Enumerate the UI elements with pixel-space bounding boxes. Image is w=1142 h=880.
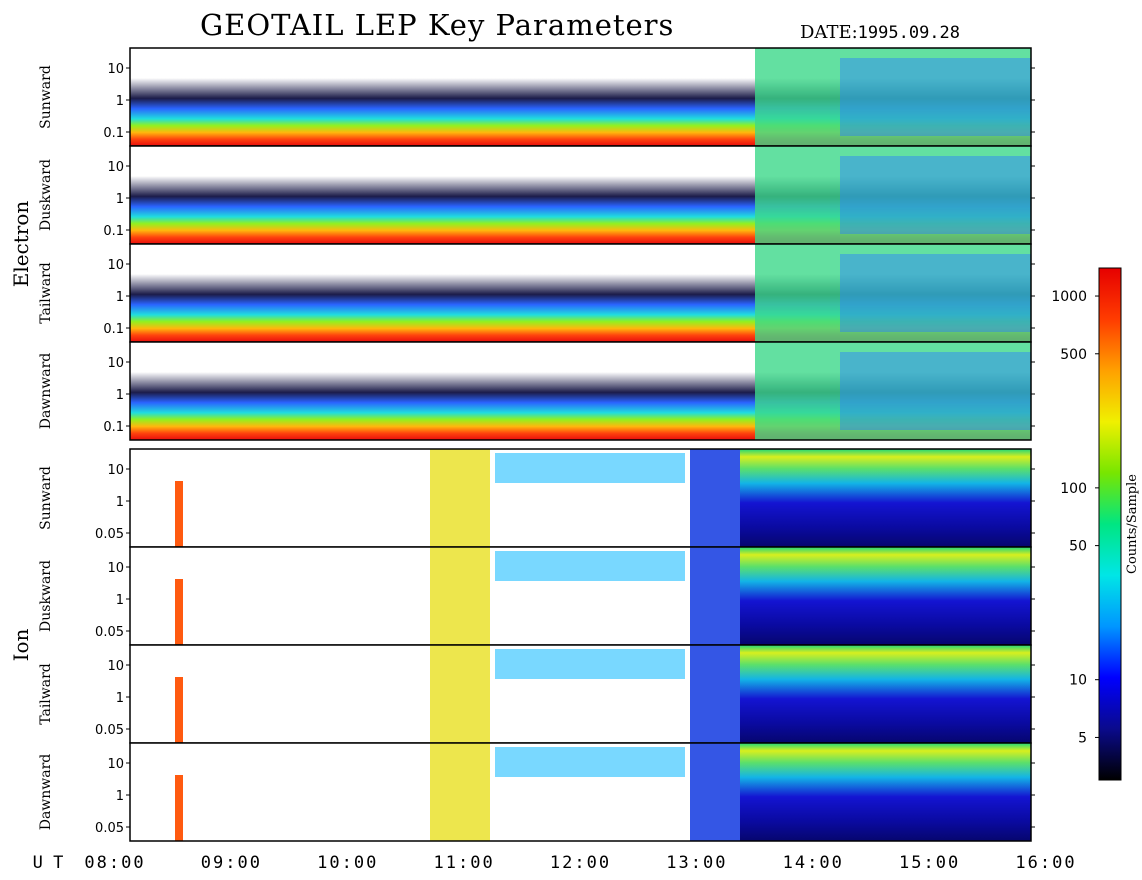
x-tick-label: 12:00 <box>550 853 611 873</box>
y-tick-label: 10 <box>107 160 124 175</box>
colorbar-tick-label: 10 <box>1069 673 1087 689</box>
ion-plasma-sheet <box>740 547 1031 645</box>
ion-high-energy-band <box>495 649 685 679</box>
ion-high-energy-band <box>495 453 685 483</box>
y-tick-label: 1 <box>116 388 124 403</box>
y-tick-label: 0.1 <box>103 126 124 141</box>
colorbar-tick-label: 500 <box>1060 347 1087 363</box>
y-tick-label: 1 <box>116 192 124 207</box>
ion-panel-duskward <box>129 546 1032 646</box>
x-tick-label: 09:00 <box>201 853 262 873</box>
colorbar-label: Counts/Sample <box>1125 474 1140 574</box>
group-label-electron: Electron <box>9 201 33 288</box>
y-tick-label: 10 <box>107 62 124 77</box>
panel-frame <box>129 341 1032 441</box>
y-tick-label: 1 <box>116 691 124 706</box>
x-tick-label: 14:00 <box>783 853 844 873</box>
plasma-sheet-region <box>755 146 1031 244</box>
y-tick-label: 0.05 <box>95 821 124 836</box>
low-density-region <box>840 254 1031 332</box>
x-tick-label: 16:00 <box>1015 853 1076 873</box>
electron-panel-sunward <box>129 47 1032 147</box>
plasma-sheet-region <box>755 48 1031 146</box>
y-tick-label: 0.1 <box>103 322 124 337</box>
ion-panel-sunward <box>129 448 1032 548</box>
panels-layer <box>129 47 1032 842</box>
y-tick-label: 0.05 <box>95 625 124 640</box>
ion-burst-1100 <box>430 645 490 743</box>
date-label: DATE:1995.09.28 <box>800 22 960 43</box>
panel-label-dawnward: Dawnward <box>38 353 54 430</box>
x-tick-label: 13:00 <box>666 853 727 873</box>
ion-burst-1300 <box>690 449 740 547</box>
electron-panel-duskward <box>129 145 1032 245</box>
ion-burst-1100 <box>430 547 490 645</box>
y-tick-label: 10 <box>107 659 124 674</box>
y-tick-label: 10 <box>107 561 124 576</box>
ion-panel-tailward <box>129 644 1032 744</box>
ion-burst-1300 <box>690 743 740 841</box>
y-tick-label: 0.05 <box>95 723 124 738</box>
ion-burst-1300 <box>690 645 740 743</box>
ion-plasma-sheet <box>740 449 1031 547</box>
electron-panel-tailward <box>129 243 1032 343</box>
y-tick-label: 1 <box>116 593 124 608</box>
colorbar-tick-label: 50 <box>1069 539 1087 555</box>
panel-label-duskward: Duskward <box>38 159 54 231</box>
ion-plasma-sheet <box>740 645 1031 743</box>
y-tick-label: 10 <box>107 356 124 371</box>
plasma-sheet-region <box>755 244 1031 342</box>
date-value: 1995.09.28 <box>857 23 961 43</box>
ion-burst-1300 <box>690 547 740 645</box>
y-tick-label: 1 <box>116 290 124 305</box>
panel-label-dawnward: Dawnward <box>38 754 54 831</box>
axes-layer: 10 1 0.1 Sunward 10 1 0.1 Duskward 10 1 0.1 Tailwar… <box>9 62 1076 873</box>
colorbar-layer: 1000 500 100 50 10 5 Counts/Sample <box>1051 267 1140 781</box>
panel-label-sunward: Sunward <box>38 466 54 530</box>
low-density-region <box>840 58 1031 136</box>
x-tick-label: 08:00 <box>84 853 145 873</box>
ion-burst-0830 <box>175 677 183 743</box>
ion-burst-0830 <box>175 775 183 841</box>
ion-high-energy-band <box>495 551 685 581</box>
x-tick-label: 15:00 <box>899 853 960 873</box>
x-tick-label: 10:00 <box>317 853 378 873</box>
y-tick-label: 0.1 <box>103 224 124 239</box>
date-prefix: DATE: <box>800 22 858 43</box>
y-tick-label: 1 <box>116 94 124 109</box>
ion-panel-dawnward <box>129 742 1032 842</box>
y-tick-label: 1 <box>116 789 124 804</box>
panel-label-sunward: Sunward <box>38 65 54 129</box>
y-tick-label: 10 <box>107 757 124 772</box>
ion-burst-1100 <box>430 743 490 841</box>
chart-title: GEOTAIL LEP Key Parameters <box>200 8 675 42</box>
low-density-region <box>840 352 1031 430</box>
panel-label-tailward: Tailward <box>38 262 54 324</box>
group-label-ion: Ion <box>9 628 33 661</box>
colorbar-tick-label: 5 <box>1078 730 1087 746</box>
panel-frame <box>129 742 1032 842</box>
panel-label-tailward: Tailward <box>38 663 54 725</box>
ion-burst-0830 <box>175 481 183 547</box>
y-tick-label: 10 <box>107 258 124 273</box>
ion-high-energy-band <box>495 747 685 777</box>
colorbar <box>1098 267 1122 781</box>
low-density-region <box>840 156 1031 234</box>
ion-plasma-sheet <box>740 743 1031 841</box>
electron-panel-dawnward <box>129 341 1032 441</box>
panel-label-duskward: Duskward <box>38 560 54 632</box>
colorbar-tick-label: 100 <box>1060 481 1087 497</box>
x-tick-label: 11:00 <box>434 853 495 873</box>
y-tick-label: 0.1 <box>103 420 124 435</box>
colorbar-tick-label: 1000 <box>1051 289 1087 305</box>
plasma-sheet-region <box>755 342 1031 440</box>
y-tick-label: 1 <box>116 495 124 510</box>
ion-burst-0830 <box>175 579 183 645</box>
y-tick-label: 0.05 <box>95 527 124 542</box>
ion-burst-1100 <box>430 449 490 547</box>
x-axis-label: U T <box>33 853 64 873</box>
y-tick-label: 10 <box>107 463 124 478</box>
